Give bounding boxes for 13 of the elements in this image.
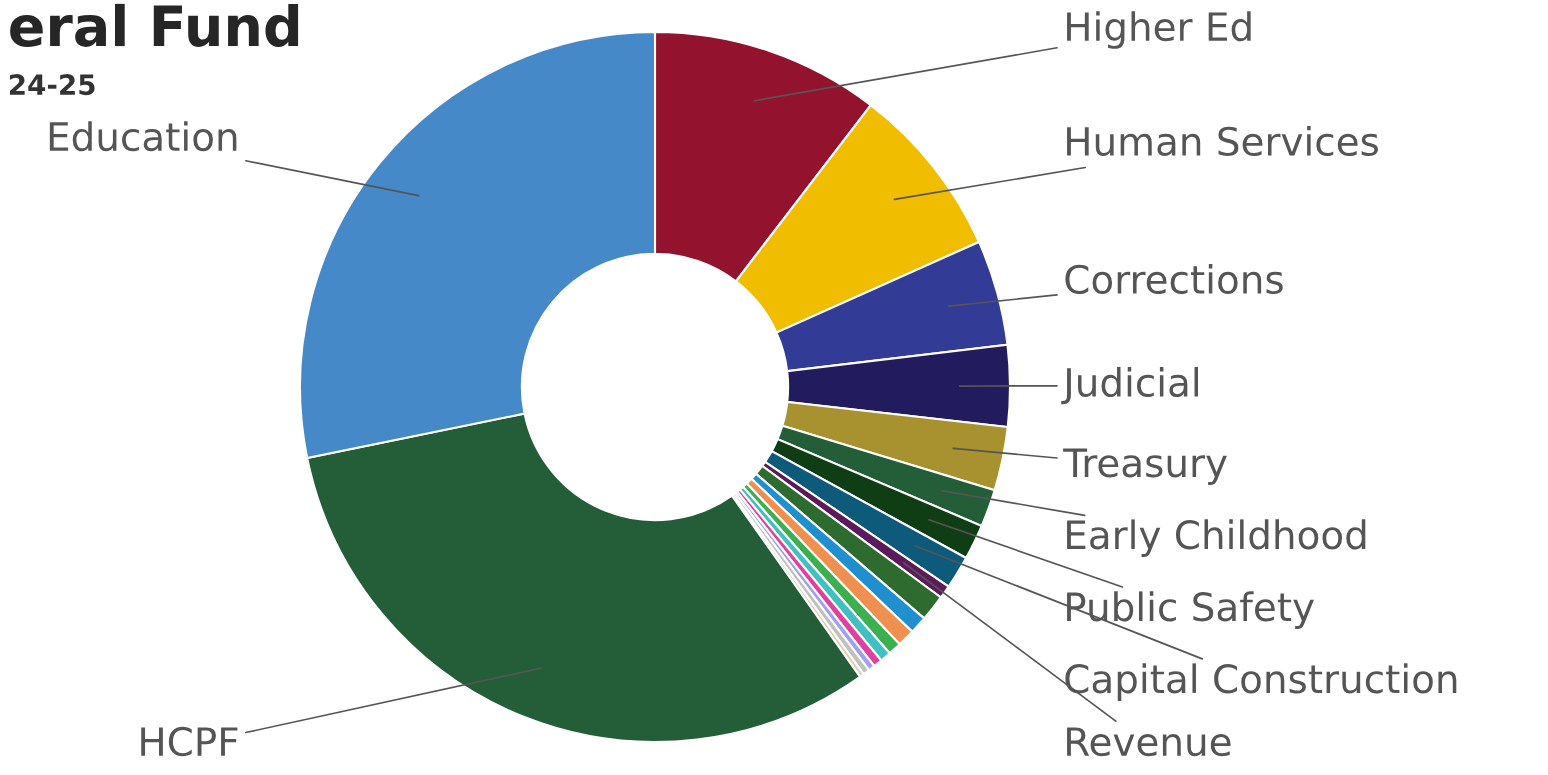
slice-label: Education [49,121,237,152]
slice-label: Judicial [1061,366,1199,405]
slice-label: Corrections [1065,263,1283,295]
text: 24-25 [9,74,95,96]
slice-label: Capital Construction [1065,663,1457,702]
slice-label: Human Services [1067,125,1378,157]
slice-label: Early Childhood [1067,519,1366,558]
chart-title: eral Fund [10,3,299,47]
slice-label: Higher Ed [1067,11,1251,49]
slice-label: Treasury [1063,448,1227,486]
slice-label: Public Safety [1067,591,1314,630]
slice-label: HCPF [141,726,238,757]
slice-label: Revenue [1067,727,1231,757]
